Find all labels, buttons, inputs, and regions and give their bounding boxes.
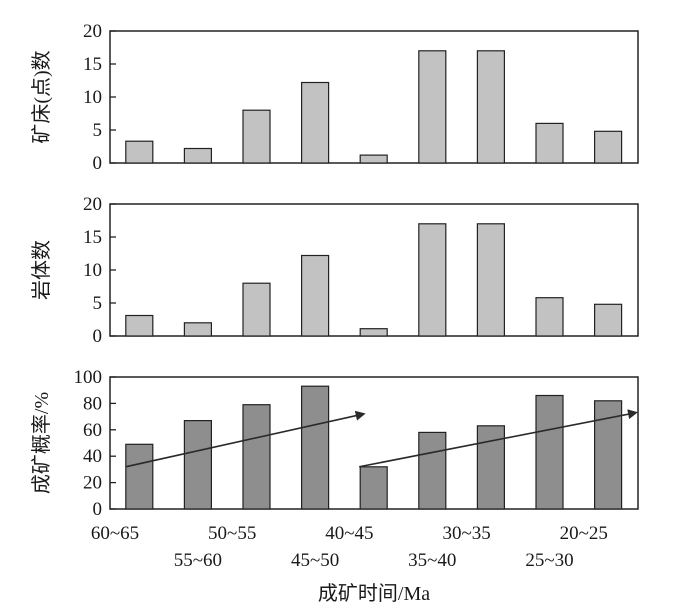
- trend-arrow: [125, 410, 366, 468]
- bar-55~60: [183, 420, 212, 510]
- y-tick-label: 60: [83, 420, 102, 441]
- x-tick-label: 50~55: [208, 523, 256, 544]
- bar-45~50: [301, 81, 330, 164]
- bar-35~40: [418, 50, 447, 164]
- bar-35~40: [418, 431, 447, 510]
- panel-mineralization-probability: 成矿概率/% 0 20 40 60 80 100 60~65 55~60 50~55 45~50…: [30, 367, 639, 605]
- bar-55~60: [183, 147, 212, 164]
- bar-40~45: [359, 466, 388, 510]
- bar-50~55: [242, 109, 271, 164]
- bar-30~35: [476, 425, 505, 510]
- x-axis-label: 成矿时间/Ma: [318, 582, 430, 605]
- bar-50~55: [242, 404, 271, 510]
- y-tick-label: 15: [83, 227, 102, 248]
- bars: [125, 50, 623, 164]
- bar-20~25: [593, 303, 623, 337]
- y-tick-label: 5: [93, 293, 103, 314]
- x-tick-label: 30~35: [442, 523, 490, 544]
- y-tick-label: 0: [93, 326, 103, 347]
- panel-deposit-count: 矿床(点)数 0 5 10 15 20: [30, 21, 639, 174]
- panel-intrusion-count: 岩体数 0 5 10 15 20: [30, 194, 639, 347]
- bar-30~35: [476, 223, 505, 337]
- bar-60~65: [125, 443, 154, 510]
- x-tick-label: 45~50: [291, 550, 339, 571]
- y-ticks: 0 20 40 60 80 100: [74, 367, 116, 520]
- bars: [125, 385, 623, 510]
- x-tick-label: 20~25: [560, 523, 608, 544]
- y-ticks: 0 5 10 15 20: [83, 21, 116, 174]
- bar-45~50: [301, 254, 330, 337]
- bar-25~30: [535, 297, 564, 337]
- y-axis-label: 岩体数: [30, 240, 53, 300]
- bar-25~30: [535, 394, 564, 510]
- y-axis-label: 矿床(点)数: [30, 50, 53, 143]
- bar-60~65: [125, 140, 154, 164]
- bar-45~50: [301, 385, 330, 510]
- bar-30~35: [476, 50, 505, 164]
- y-tick-label: 10: [83, 260, 102, 281]
- bar-35~40: [418, 223, 447, 337]
- bar-60~65: [125, 314, 154, 337]
- trend-arrow: [359, 409, 638, 468]
- bar-50~55: [242, 282, 271, 337]
- x-tick-label: 60~65: [91, 523, 139, 544]
- y-tick-label: 10: [83, 87, 102, 108]
- y-tick-label: 100: [74, 367, 103, 388]
- bar-40~45: [359, 154, 388, 164]
- y-tick-label: 15: [83, 54, 102, 75]
- y-tick-label: 20: [83, 21, 102, 42]
- x-tick-labels: 60~65 55~60 50~55 45~50 40~45 35~40 30~35 25~30…: [91, 523, 608, 571]
- x-tick-label: 35~40: [408, 550, 456, 571]
- y-axis-label: 成矿概率/%: [30, 392, 53, 494]
- y-tick-label: 5: [93, 120, 103, 141]
- y-tick-label: 0: [93, 153, 103, 174]
- y-tick-label: 20: [83, 473, 102, 494]
- y-tick-label: 20: [83, 194, 102, 215]
- y-tick-label: 80: [83, 393, 102, 414]
- x-tick-label: 55~60: [174, 550, 222, 571]
- bar-55~60: [183, 322, 212, 337]
- x-tick-label: 25~30: [525, 550, 573, 571]
- bars: [125, 223, 623, 337]
- y-tick-label: 0: [93, 499, 103, 520]
- bar-20~25: [593, 400, 623, 510]
- y-ticks: 0 5 10 15 20: [83, 194, 116, 347]
- y-tick-label: 40: [83, 446, 102, 467]
- x-tick-label: 40~45: [325, 523, 373, 544]
- bar-25~30: [535, 122, 564, 164]
- bar-40~45: [359, 328, 388, 337]
- bar-20~25: [593, 130, 623, 164]
- trend-arrows: [125, 409, 638, 468]
